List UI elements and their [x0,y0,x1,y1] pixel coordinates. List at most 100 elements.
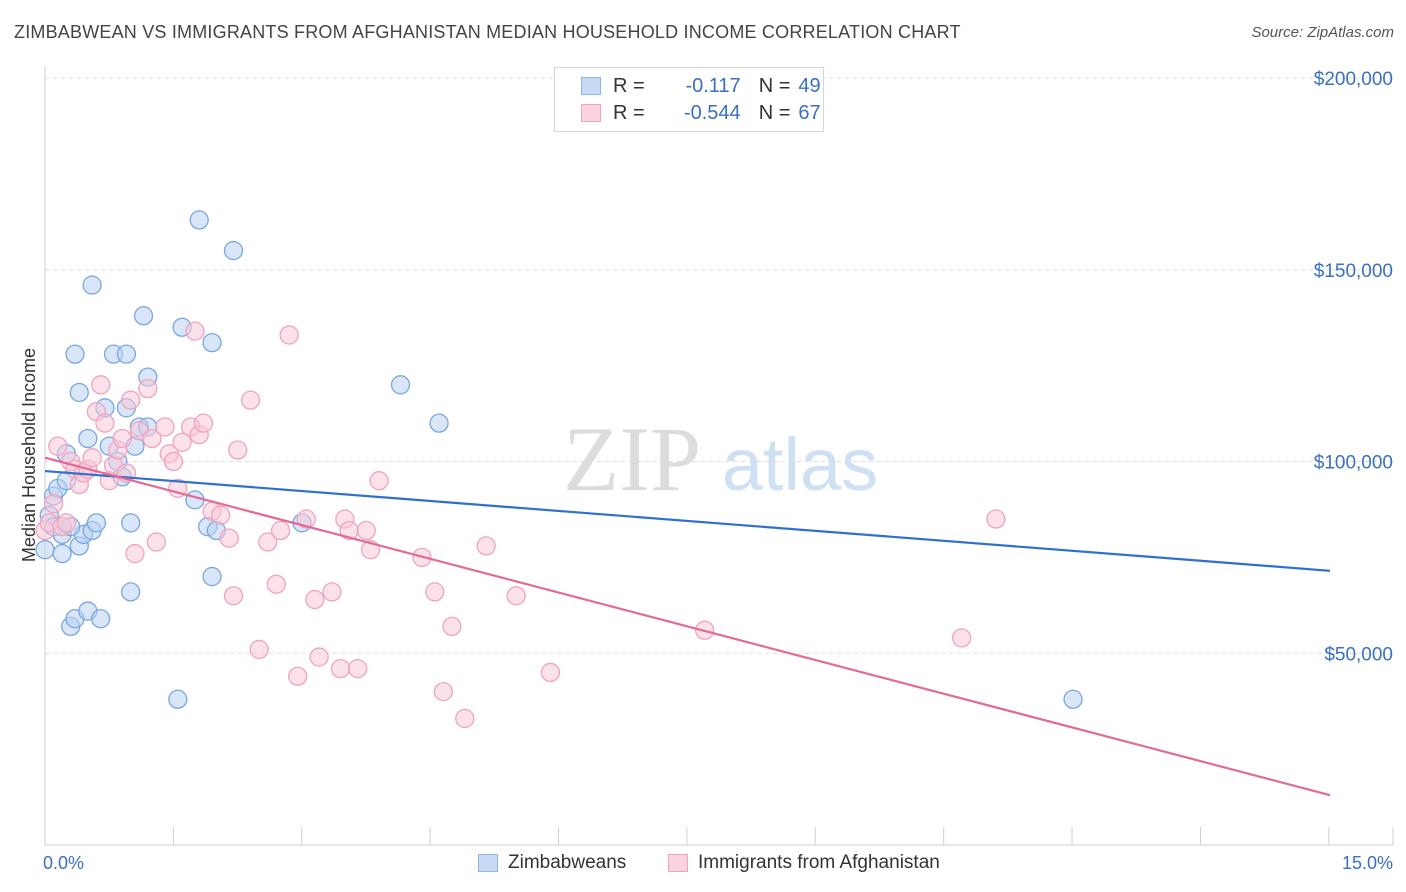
point-afghanistan [95,413,115,433]
point-afghanistan [476,536,496,556]
point-zimbabweans [121,513,141,533]
point-afghanistan [348,658,368,679]
trend-line-afghanistan [44,456,1331,797]
watermark-atlas: atlas [722,423,878,506]
point-afghanistan [163,451,184,472]
point-afghanistan [433,681,454,702]
y-axis-label: Median Household Income [19,348,39,562]
point-zimbabweans [189,210,209,230]
point-zimbabweans [65,344,85,364]
point-afghanistan [425,582,445,602]
y-tick-label: $50,000 [1324,644,1393,665]
point-afghanistan [288,666,308,686]
point-afghanistan [270,520,291,541]
point-zimbabweans [78,428,98,449]
legend-r-value: -0.544 [683,101,741,124]
legend-r-value: -0.117 [685,74,741,97]
point-afghanistan [369,471,389,491]
legend-row-afghanistan: R = -0.544 N = 67 [581,101,821,125]
point-afghanistan [305,589,325,610]
point-afghanistan [138,378,158,399]
point-afghanistan [82,448,102,468]
axes [44,66,1394,846]
legend-box: R = -0.117 N = 49 R = -0.544 N = 67 [554,67,824,132]
point-afghanistan [193,413,214,433]
point-zimbabweans [223,240,244,261]
legend-n-label: N = [758,101,791,124]
point-afghanistan [228,440,248,460]
point-zimbabweans [116,344,137,364]
point-afghanistan [172,432,192,452]
point-afghanistan [309,647,329,667]
point-afghanistan [249,639,269,660]
point-afghanistan [322,582,342,602]
point-zimbabweans [202,332,222,353]
trend-line-zimbabweans [44,469,1331,572]
legend-r-label: R = [613,101,645,124]
legend-row-zimbabweans: R = -0.117 N = 49 [581,74,821,98]
axis-labels: $50,000 $100,000 $150,000 $200,000 0.0% 15.0%… [19,69,1393,873]
point-zimbabweans [82,275,102,295]
point-afghanistan [266,574,286,594]
point-zimbabweans [390,375,411,395]
bottom-legend-label-afghanistan: Immigrants from Afghanistan [698,852,940,873]
point-afghanistan [210,505,231,525]
point-afghanistan [112,428,132,449]
point-zimbabweans [185,490,205,510]
point-afghanistan [330,658,351,679]
bottom-legend-swatch-zimbabweans [478,854,498,872]
point-afghanistan [219,528,239,548]
y-tick-label: $200,000 [1314,69,1393,90]
bottom-legend-swatch-afghanistan [668,854,688,872]
point-afghanistan [125,543,145,564]
legend-swatch-zimbabweans [581,77,601,95]
y-tick-label: $100,000 [1314,453,1393,474]
bottom-legend-label-zimbabweans: Zimbabweans [508,852,627,873]
point-afghanistan [121,390,141,410]
point-zimbabweans [168,689,188,709]
legend-n-value: 49 [798,74,821,97]
y-tick-label: $150,000 [1314,261,1393,282]
data-points [35,210,1083,729]
bottom-legend-afghanistan: Immigrants from Afghanistan [668,852,940,874]
point-afghanistan [506,586,526,606]
point-afghanistan [43,494,64,514]
grid-lines [45,77,1393,654]
x-tick-label: 15.0% [1342,853,1393,873]
point-afghanistan [279,325,299,345]
legend-r-label: R = [613,74,645,97]
point-afghanistan [258,532,278,552]
chart-source: Source: ZipAtlas.com [1251,24,1394,41]
point-afghanistan [986,509,1006,529]
point-afghanistan [48,436,68,456]
point-afghanistan [455,708,475,729]
legend-swatch-afghanistan [581,104,601,122]
point-zimbabweans [429,413,449,433]
point-afghanistan [442,616,462,637]
point-zimbabweans [86,513,107,533]
point-afghanistan [951,628,972,648]
point-zimbabweans [69,382,89,403]
legend-n-label: N = [758,74,791,97]
point-zimbabweans [1063,689,1083,709]
point-afghanistan [223,586,244,606]
trend-lines [44,456,1331,797]
point-zimbabweans [121,582,141,602]
point-zimbabweans [133,306,154,326]
point-zimbabweans [202,566,222,587]
x-tick-label: 0.0% [43,853,84,873]
point-afghanistan [155,417,175,437]
point-afghanistan [91,375,111,395]
chart-title: ZIMBABWEAN VS IMMIGRANTS FROM AFGHANISTA… [14,22,961,42]
point-zimbabweans [91,609,111,629]
watermark: ZIP atlas [563,408,878,510]
watermark-zip: ZIP [563,408,701,510]
point-afghanistan [142,428,162,449]
point-afghanistan [146,532,167,552]
point-afghanistan [296,509,316,529]
point-afghanistan [240,390,261,410]
legend-n-value: 67 [798,101,821,124]
point-afghanistan [56,513,77,533]
point-afghanistan [356,520,376,541]
